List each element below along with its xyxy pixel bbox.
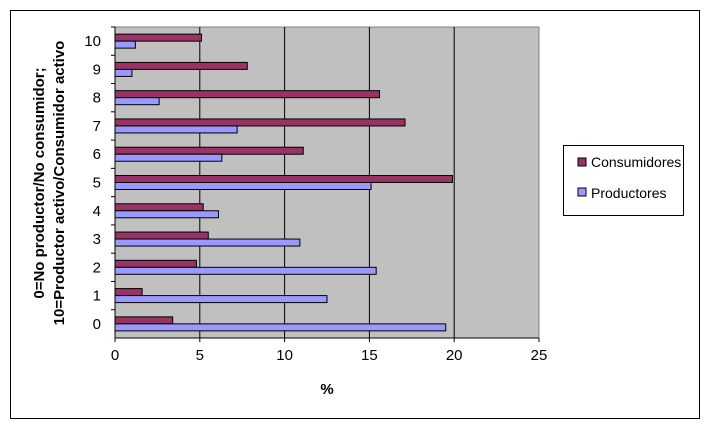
bar-productores-1 bbox=[114, 295, 328, 304]
x-tick-label: 10 bbox=[276, 347, 293, 364]
x-tick-label: 20 bbox=[446, 347, 463, 364]
y-tick-label: 9 bbox=[93, 61, 101, 78]
legend-label-productores: Productores bbox=[591, 185, 666, 201]
bar-consumidores-10 bbox=[114, 33, 202, 42]
bar-consumidores-3 bbox=[114, 231, 209, 240]
bar-productores-9 bbox=[114, 68, 133, 77]
bar-productores-0 bbox=[114, 323, 447, 332]
y-axis-title-line-2: 10=Productor activo/Consumidor activo bbox=[51, 41, 68, 326]
x-axis-title: % bbox=[320, 381, 333, 398]
bar-productores-7 bbox=[114, 125, 238, 134]
y-tick-label: 0 bbox=[93, 316, 101, 333]
x-tick-label: 15 bbox=[361, 347, 378, 364]
x-tick-label: 0 bbox=[111, 347, 119, 364]
y-tick-label: 1 bbox=[93, 288, 101, 305]
x-tick-label: 5 bbox=[196, 347, 204, 364]
bar-productores-5 bbox=[114, 182, 372, 190]
bar-consumidores-2 bbox=[114, 259, 197, 268]
y-tick-label: 4 bbox=[93, 203, 101, 220]
y-tick-label: 5 bbox=[93, 175, 101, 192]
y-tick-label: 3 bbox=[93, 231, 101, 248]
legend: Consumidores Productores bbox=[563, 145, 684, 216]
legend-swatch-consumidores bbox=[577, 157, 587, 167]
bars bbox=[114, 33, 454, 332]
bar-productores-2 bbox=[114, 266, 377, 275]
y-tick-label: 6 bbox=[93, 146, 101, 163]
bar-consumidores-9 bbox=[114, 61, 248, 70]
y-tick-labels: 0 1 2 3 4 5 6 7 8 9 10 bbox=[84, 26, 115, 333]
bar-productores-6 bbox=[114, 153, 223, 162]
y-axis-title-line-1: 0=No productor/No consumidor; bbox=[31, 67, 48, 298]
x-tick-label: 25 bbox=[531, 347, 548, 364]
bar-consumidores-1 bbox=[114, 288, 143, 297]
bar-consumidores-4 bbox=[114, 203, 204, 212]
y-tick-label: 2 bbox=[93, 259, 101, 276]
bar-consumidores-5 bbox=[114, 175, 454, 183]
y-tick-label: 10 bbox=[84, 33, 101, 50]
bar-productores-4 bbox=[114, 210, 219, 219]
bar-productores-10 bbox=[114, 40, 136, 49]
bar-consumidores-7 bbox=[114, 118, 406, 127]
y-axis-title: 0=No productor/No consumidor; 10=Product… bbox=[31, 41, 68, 326]
legend-box bbox=[563, 145, 684, 216]
bar-productores-8 bbox=[114, 97, 160, 106]
legend-swatch-productores bbox=[577, 187, 587, 197]
y-tick-label: 8 bbox=[93, 90, 101, 107]
bar-consumidores-0 bbox=[114, 316, 174, 325]
bar-consumidores-8 bbox=[114, 90, 381, 99]
bar-consumidores-6 bbox=[114, 146, 304, 155]
x-tick-labels: 0 5 10 15 20 25 bbox=[111, 338, 548, 364]
legend-label-consumidores: Consumidores bbox=[591, 154, 681, 170]
bar-productores-3 bbox=[114, 238, 301, 247]
y-tick-label: 7 bbox=[93, 118, 101, 135]
